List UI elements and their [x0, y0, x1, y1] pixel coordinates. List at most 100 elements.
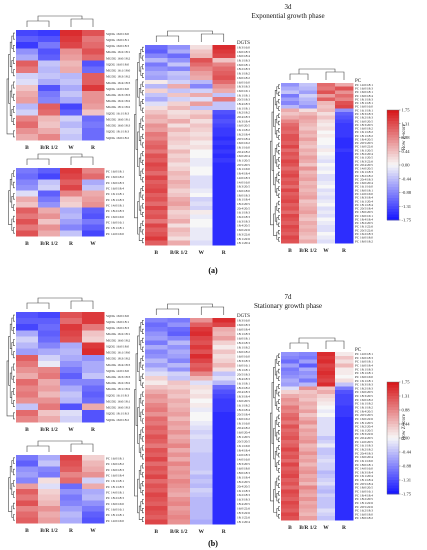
heat-cell: [212, 110, 236, 115]
row-label: 18:2/18:4: [237, 132, 250, 136]
heat-cell: [281, 177, 300, 182]
heat-cell: [317, 90, 336, 95]
row-label: PC 16:1/16:0: [355, 185, 373, 189]
heat-cell: [317, 239, 336, 244]
heat-cell: [82, 500, 105, 507]
legend-swatch: [387, 426, 399, 430]
heat-cell: [167, 149, 191, 154]
heat-cell: [167, 123, 191, 128]
heat-cell: [60, 466, 83, 473]
heat-cell: [335, 170, 354, 175]
row-dendrogram-branch: [142, 463, 144, 469]
heat-cell: [190, 358, 213, 364]
row-dendrogram-branch: [142, 186, 144, 191]
row-label: PC 18:3/18:3: [355, 383, 373, 387]
row-dendrogram-branch: [278, 200, 280, 206]
heat-cell: [145, 97, 168, 102]
heat-cell: [299, 416, 318, 422]
row-label: PC 16:1/18:3: [355, 170, 373, 174]
heat-cell: [281, 148, 300, 153]
legend-swatch: [387, 121, 399, 125]
heat-cell: [281, 170, 300, 175]
heat-cell: [145, 158, 168, 163]
column-label: W: [68, 427, 74, 433]
heat-cell: [299, 203, 318, 207]
row-label: PC 14:0/16:0: [355, 192, 373, 196]
heat-cell: [190, 110, 213, 115]
row-label: MGDG 16:4/18:3: [106, 81, 131, 85]
row-label: PC 18:4/18:4: [355, 217, 373, 221]
heat-cell: [299, 199, 318, 204]
heat-cell: [16, 121, 39, 129]
row-label: PC 14:0/16:0: [106, 232, 124, 236]
heat-cell: [335, 386, 354, 391]
heat-cell: [38, 54, 61, 61]
heatmap-b-7: PC 14:0/18:1PC 16:0/18:3PC 16:0/18:1PC 1…: [270, 337, 373, 531]
heat-cell: [145, 394, 168, 399]
legend-swatch: [387, 214, 399, 218]
legend-swatch: [387, 429, 399, 433]
heat-cell: [82, 455, 105, 461]
heat-cell: [145, 136, 168, 141]
row-label: PC 14:0/18:1: [355, 352, 373, 356]
heat-cell: [190, 434, 213, 440]
heat-cell: [16, 455, 39, 461]
row-dendrogram-branch: [134, 389, 138, 497]
heat-cell: [212, 412, 236, 417]
heat-cell: [16, 460, 39, 467]
row-dendrogram-branch: [142, 516, 144, 523]
row-dendrogram-branch: [13, 351, 15, 359]
row-label: PC 16:1/18:2: [355, 130, 373, 134]
row-label: PC 18:1/20:5: [355, 421, 373, 425]
heat-cell: [82, 185, 105, 191]
heat-cell: [317, 493, 336, 498]
row-label: 16:0/20:4: [237, 431, 250, 435]
row-label: 18:1/18:4: [237, 198, 250, 202]
panel-b-caption: (b): [208, 539, 218, 548]
row-dendrogram-branch: [278, 353, 280, 359]
legend-swatch: [387, 390, 399, 394]
heat-cell: [190, 326, 213, 332]
column-label: B/R 1/2: [170, 529, 188, 535]
heat-cell: [281, 363, 300, 368]
legend-swatch: [387, 211, 399, 215]
heat-cell: [82, 318, 105, 325]
row-label: PC 18:3/20:5: [355, 394, 373, 398]
legend-swatch: [387, 401, 399, 405]
row-label: 16:1/18:3: [237, 489, 250, 493]
legend-swatch: [387, 217, 399, 221]
heat-cell: [167, 84, 191, 89]
row-label: 18:1/18:2: [237, 72, 250, 76]
heat-cell: [281, 155, 300, 160]
row-label: MGDG 16:2/18:2: [106, 99, 131, 103]
heat-cell: [299, 184, 318, 189]
row-label: PC 16:1/18:3: [355, 444, 373, 448]
heat-cell: [190, 92, 213, 98]
heat-cell: [167, 344, 191, 350]
heat-cell: [38, 415, 61, 423]
heat-cell: [16, 472, 39, 478]
heat-cell: [317, 447, 336, 452]
row-label: 20:5/18:3: [237, 372, 250, 376]
heat-cell: [16, 348, 39, 356]
row-label: PC 18:3/18:3: [355, 112, 373, 116]
heat-cell: [299, 232, 318, 237]
heat-cell: [281, 130, 300, 135]
legend-panel-a: Row Z-score 1.751.310.880.440.00-0.44-0.…: [386, 108, 412, 223]
row-dendrogram-branch: [13, 193, 15, 200]
heat-cell: [145, 335, 168, 341]
heat-cell: [167, 425, 191, 431]
legend-swatch: [387, 463, 399, 467]
heat-cell: [299, 224, 318, 229]
legend-swatch: [387, 206, 399, 210]
heat-cell: [299, 428, 318, 433]
heat-cell: [317, 424, 336, 429]
heat-cell: [38, 213, 61, 220]
heat-cell: [335, 512, 354, 517]
heat-cell: [190, 510, 213, 516]
heat-cell: [167, 53, 191, 59]
row-label: PC 16:1/20:4: [355, 199, 373, 203]
row-dendrogram-branch: [142, 81, 144, 87]
heat-cell: [167, 371, 191, 377]
column-label: B: [154, 529, 158, 535]
